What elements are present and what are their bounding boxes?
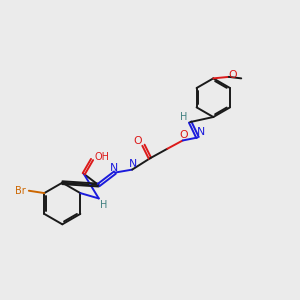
Text: N: N <box>197 127 205 137</box>
Text: H: H <box>180 112 187 122</box>
Text: O: O <box>229 70 237 80</box>
Text: O: O <box>134 136 142 146</box>
Text: Br: Br <box>15 186 26 196</box>
Text: N: N <box>110 163 118 172</box>
Text: N: N <box>129 159 137 169</box>
Text: O: O <box>179 130 188 140</box>
Text: OH: OH <box>94 152 109 162</box>
Text: H: H <box>100 200 107 210</box>
